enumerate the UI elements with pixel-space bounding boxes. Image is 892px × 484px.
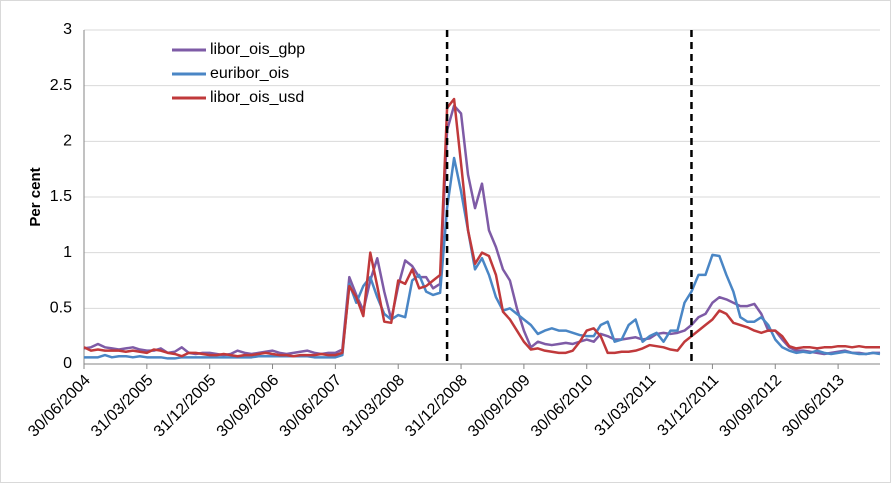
y-tick-label: 0 [63, 355, 72, 372]
y-tick-label: 2.5 [50, 77, 72, 94]
legend-label: libor_ois_gbp [210, 41, 305, 58]
legend-label: libor_ois_usd [210, 89, 304, 106]
y-tick-label: 1 [63, 244, 72, 261]
series-line [83, 97, 880, 358]
legend-label: euribor_ois [210, 65, 289, 82]
y-tick-label: 3 [63, 21, 72, 38]
y-tick-label: 0.5 [50, 300, 72, 317]
y-tick-label: 2 [63, 133, 72, 150]
y-axis-title: Per cent [27, 167, 44, 226]
series-line [84, 156, 881, 360]
y-tick-label: 1.5 [50, 188, 72, 205]
